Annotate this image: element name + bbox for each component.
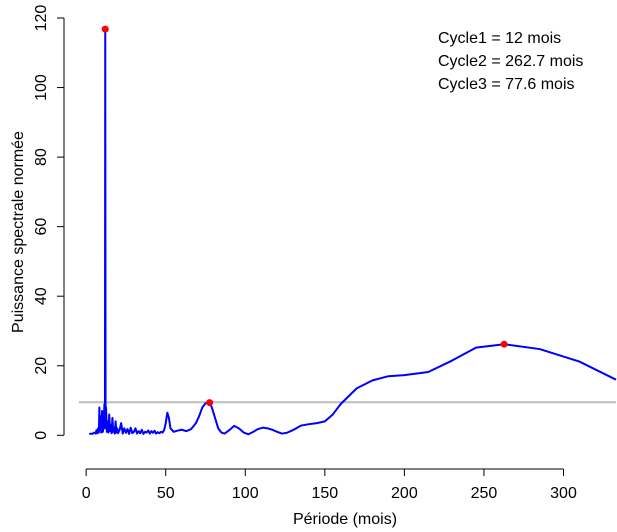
x-tick-label: 100 bbox=[232, 485, 259, 502]
peak-point bbox=[206, 399, 214, 407]
y-tick-label: 20 bbox=[33, 357, 50, 375]
series-line bbox=[88, 28, 617, 436]
y-tick-label: 80 bbox=[33, 148, 50, 166]
peak-point bbox=[101, 25, 109, 33]
y-tick-label: 100 bbox=[33, 74, 50, 101]
legend-entry: Cycle2 = 262.7 mois bbox=[438, 53, 583, 70]
x-axis-ticks: 0 50 100 150 200 250 300 bbox=[82, 469, 577, 502]
peak-point bbox=[500, 340, 508, 348]
x-axis-title: Période (mois) bbox=[293, 511, 397, 528]
peak-markers bbox=[101, 25, 508, 407]
x-tick-label: 0 bbox=[82, 485, 91, 502]
y-axis-title: Puissance spectrale normée bbox=[10, 131, 27, 333]
x-tick-label: 150 bbox=[311, 485, 338, 502]
legend-entry: Cycle3 = 77.6 mois bbox=[438, 76, 575, 93]
x-tick-label: 250 bbox=[471, 485, 498, 502]
y-axis-ticks: 0 20 40 60 80 100 120 bbox=[33, 5, 64, 440]
y-tick-label: 120 bbox=[33, 5, 50, 32]
x-tick-label: 50 bbox=[157, 485, 175, 502]
x-tick-label: 300 bbox=[550, 485, 577, 502]
y-tick-label: 60 bbox=[33, 218, 50, 236]
y-tick-label: 40 bbox=[33, 287, 50, 305]
legend: Cycle1 = 12 mois Cycle2 = 262.7 mois Cyc… bbox=[438, 30, 583, 93]
x-tick-label: 200 bbox=[391, 485, 418, 502]
legend-entry: Cycle1 = 12 mois bbox=[438, 30, 561, 47]
y-tick-label: 0 bbox=[33, 431, 50, 440]
